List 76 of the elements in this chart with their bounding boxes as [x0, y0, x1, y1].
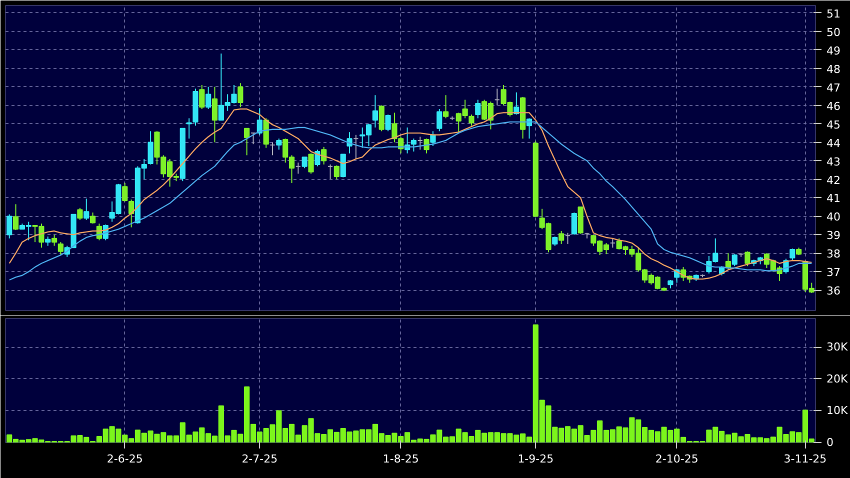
candlestick — [45, 236, 51, 246]
candlestick — [610, 238, 616, 248]
candlestick — [334, 164, 340, 180]
candlestick — [314, 149, 320, 167]
candlestick — [84, 198, 90, 220]
candlestick — [571, 212, 577, 236]
y-tick-label: 49 — [826, 44, 840, 58]
candlestick — [148, 130, 154, 165]
x-tick-label: 2-6-25 — [106, 452, 143, 466]
y-tick-label: 38 — [826, 248, 840, 261]
candlestick — [58, 242, 64, 256]
candlestick — [122, 182, 128, 202]
candlestick — [744, 250, 750, 267]
candlestick — [77, 207, 83, 220]
y-tick-label: 45 — [826, 118, 840, 132]
candlestick — [302, 156, 308, 169]
candlestick — [327, 164, 334, 180]
candlestick — [51, 234, 58, 246]
x-tick-label: 2-7-25 — [242, 452, 278, 466]
y-tick-label: 0 — [826, 436, 834, 449]
x-tick-label: 1-9-25 — [518, 452, 554, 466]
candlestick — [295, 162, 301, 174]
y-tick-label: 44 — [826, 136, 840, 150]
candlestick — [128, 199, 134, 228]
x-tick-label: 1-8-25 — [382, 452, 419, 466]
candlestick — [442, 94, 449, 119]
candlestick — [199, 84, 205, 110]
candlestick — [378, 104, 384, 132]
y-tick-label: 46 — [826, 100, 840, 113]
candlestick — [90, 212, 96, 224]
candlestick — [372, 94, 378, 128]
x-tick-label: 3-11-25 — [784, 452, 827, 466]
candlestick — [790, 248, 796, 262]
y-tick-label: 20K — [826, 372, 848, 386]
candlestick — [468, 114, 474, 126]
candlestick — [732, 254, 738, 267]
candlestick — [308, 152, 314, 174]
y-tick-label: 37 — [826, 266, 840, 280]
candlestick — [552, 236, 558, 246]
candlestick — [494, 88, 500, 106]
candlestick — [212, 86, 218, 143]
candlestick — [6, 214, 12, 239]
candlestick — [424, 138, 430, 154]
y-tick-label: 42 — [826, 174, 840, 187]
candlestick — [353, 134, 359, 160]
candlestick — [276, 138, 282, 150]
y-tick-label: 10K — [826, 404, 848, 418]
y-tick-label: 39 — [826, 229, 840, 242]
candlestick — [321, 146, 327, 165]
candlestick — [250, 132, 256, 145]
candlestick — [410, 138, 417, 152]
candlestick — [244, 128, 250, 156]
y-tick-label: 47 — [826, 81, 840, 94]
candlestick — [564, 232, 571, 244]
candlestick — [417, 136, 423, 150]
candlestick — [238, 82, 244, 108]
y-tick-label: 30K — [826, 340, 848, 354]
x-tick-label: 2-10-25 — [655, 452, 698, 466]
y-tick-label: 50 — [826, 26, 840, 39]
candlestick — [256, 108, 262, 136]
y-tick-label: 36 — [826, 284, 840, 298]
candlestick — [340, 154, 346, 178]
candlestick — [12, 204, 19, 231]
candlestick — [436, 108, 442, 132]
y-tick-label: 40 — [826, 210, 840, 224]
candlestick — [186, 118, 192, 140]
candlestick — [558, 230, 564, 244]
candlestick — [206, 86, 212, 110]
candlestick — [385, 114, 391, 132]
candlestick — [475, 99, 481, 119]
y-tick-label: 43 — [826, 155, 840, 168]
candlestick — [430, 130, 436, 146]
y-tick-label: 51 — [826, 7, 840, 20]
y-tick-label: 41 — [826, 192, 840, 206]
candlestick — [270, 142, 276, 156]
y-tick-label: 48 — [826, 62, 840, 76]
